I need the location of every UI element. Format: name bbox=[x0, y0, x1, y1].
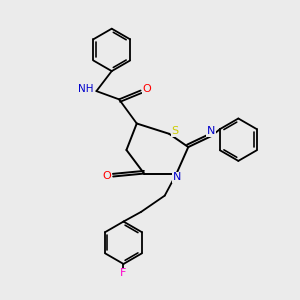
Text: NH: NH bbox=[78, 84, 94, 94]
Text: N: N bbox=[207, 126, 215, 136]
Text: O: O bbox=[143, 84, 152, 94]
Text: N: N bbox=[173, 172, 181, 182]
Text: F: F bbox=[120, 268, 127, 278]
Text: O: O bbox=[102, 171, 111, 181]
Text: S: S bbox=[172, 126, 178, 136]
